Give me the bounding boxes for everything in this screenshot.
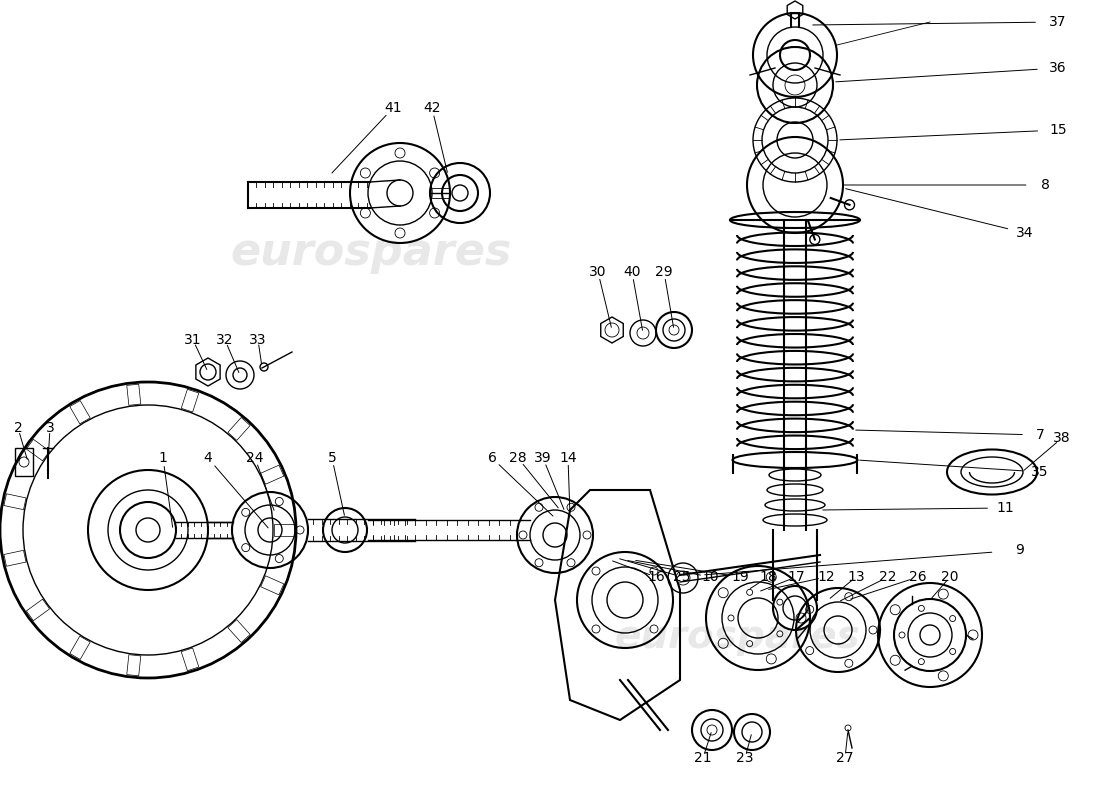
Text: 33: 33 (250, 333, 266, 347)
Text: 6: 6 (487, 451, 496, 465)
Text: 10: 10 (701, 570, 718, 584)
Bar (15, 448, 33, 476)
Text: 1: 1 (158, 451, 167, 465)
Text: 31: 31 (184, 333, 201, 347)
Text: 4: 4 (204, 451, 212, 465)
Text: 23: 23 (736, 751, 754, 765)
Text: 39: 39 (535, 451, 552, 465)
Text: 30: 30 (590, 265, 607, 279)
Text: 36: 36 (1049, 61, 1067, 75)
Text: 22: 22 (879, 570, 896, 584)
Text: 21: 21 (694, 751, 712, 765)
Text: 19: 19 (732, 570, 749, 584)
Text: 35: 35 (1032, 465, 1048, 479)
Text: 2: 2 (13, 421, 22, 435)
Text: 26: 26 (910, 570, 927, 584)
Text: 12: 12 (817, 570, 835, 584)
Text: eurospares: eurospares (230, 231, 512, 274)
Text: 42: 42 (424, 101, 441, 115)
Text: 15: 15 (1049, 123, 1067, 137)
Text: 13: 13 (847, 570, 865, 584)
Text: 9: 9 (1015, 543, 1024, 557)
Text: 18: 18 (759, 570, 777, 584)
Text: 17: 17 (788, 570, 805, 584)
Text: 38: 38 (1053, 431, 1070, 445)
Text: 20: 20 (942, 570, 959, 584)
Text: 28: 28 (509, 451, 527, 465)
Text: 3: 3 (45, 421, 54, 435)
Text: 34: 34 (1016, 226, 1034, 240)
Text: 7: 7 (1035, 428, 1044, 442)
Text: 29: 29 (656, 265, 673, 279)
Text: 41: 41 (384, 101, 402, 115)
Text: 40: 40 (624, 265, 640, 279)
Text: 8: 8 (1041, 178, 1049, 192)
Text: 32: 32 (217, 333, 233, 347)
Text: 11: 11 (997, 501, 1014, 515)
Text: 37: 37 (1049, 15, 1067, 29)
Text: 25: 25 (673, 570, 691, 584)
Text: 16: 16 (647, 570, 664, 584)
Text: eurospares: eurospares (615, 618, 860, 656)
Text: 5: 5 (328, 451, 337, 465)
Text: 27: 27 (836, 751, 854, 765)
Text: 14: 14 (559, 451, 576, 465)
Text: 24: 24 (246, 451, 264, 465)
